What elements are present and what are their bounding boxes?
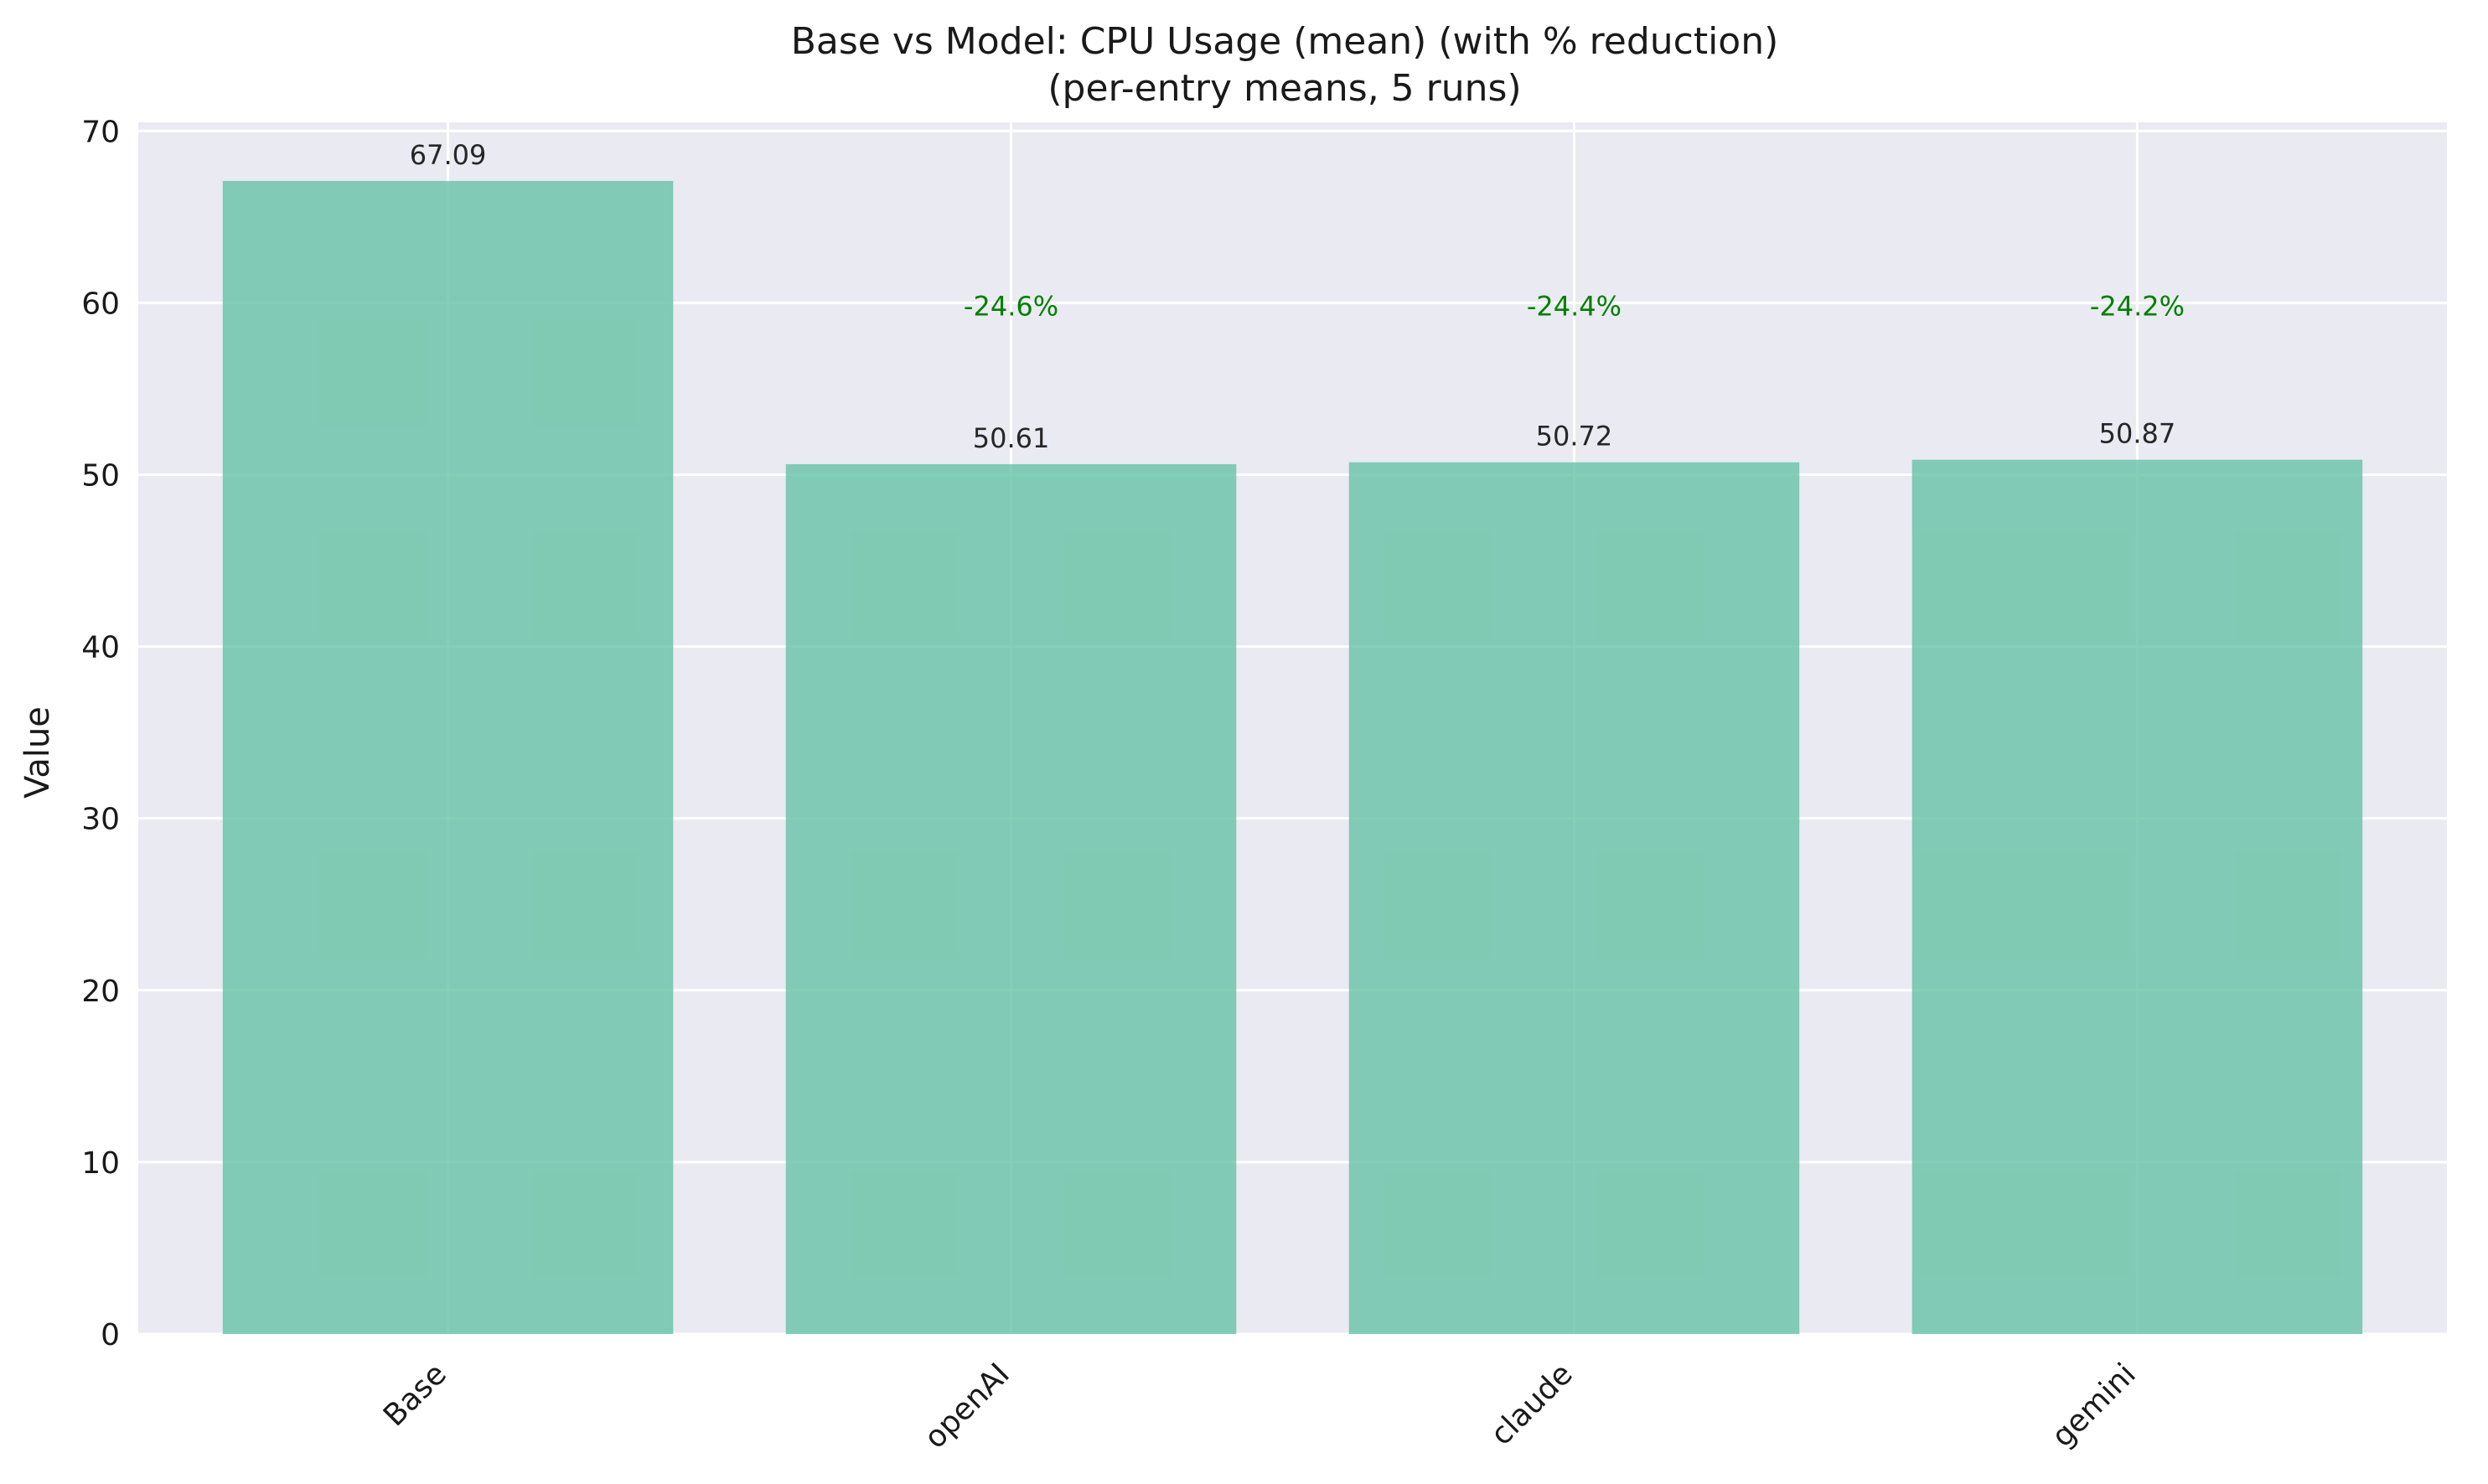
y-tick-label: 30 (81, 803, 120, 837)
value-label: 50.61 (973, 422, 1050, 454)
value-label: 50.87 (2099, 418, 2176, 450)
bar-claude (1348, 462, 1800, 1334)
y-tick-label: 60 (81, 287, 120, 321)
x-tick-label: openAI (918, 1357, 1016, 1455)
y-axis-label: Value (18, 706, 57, 799)
bar-openai (785, 463, 1237, 1335)
y-tick-label: 20 (81, 975, 120, 1009)
x-tick-label: gemini (2046, 1357, 2143, 1454)
value-label: 67.09 (410, 139, 487, 171)
reduction-label: -24.2% (2090, 290, 2185, 322)
chart-subtitle: (per-entry means, 5 runs) (1047, 67, 1521, 110)
y-tick-label: 70 (81, 115, 120, 149)
y-tick-label: 10 (81, 1146, 120, 1181)
reduction-label: -24.4% (1527, 290, 1622, 322)
x-tick-label: claude (1484, 1357, 1580, 1452)
data-labels: 67.09 50.61 -24.6% 50.72 -24.4% 50.87 -24.2% (410, 139, 2185, 454)
reduction-label: -24.6% (964, 290, 1058, 322)
bar-base (222, 180, 674, 1334)
y-tick-label: 50 (81, 458, 120, 493)
y-tick-label: 0 (101, 1318, 120, 1352)
value-label: 50.72 (1536, 421, 1613, 452)
bars (222, 180, 2363, 1335)
y-tick-label: 40 (81, 631, 120, 665)
chart-title: Base vs Model: CPU Usage (mean) (with % … (791, 20, 1779, 63)
x-tick-label: Base (377, 1357, 453, 1433)
bar-gemini (1911, 459, 2363, 1335)
